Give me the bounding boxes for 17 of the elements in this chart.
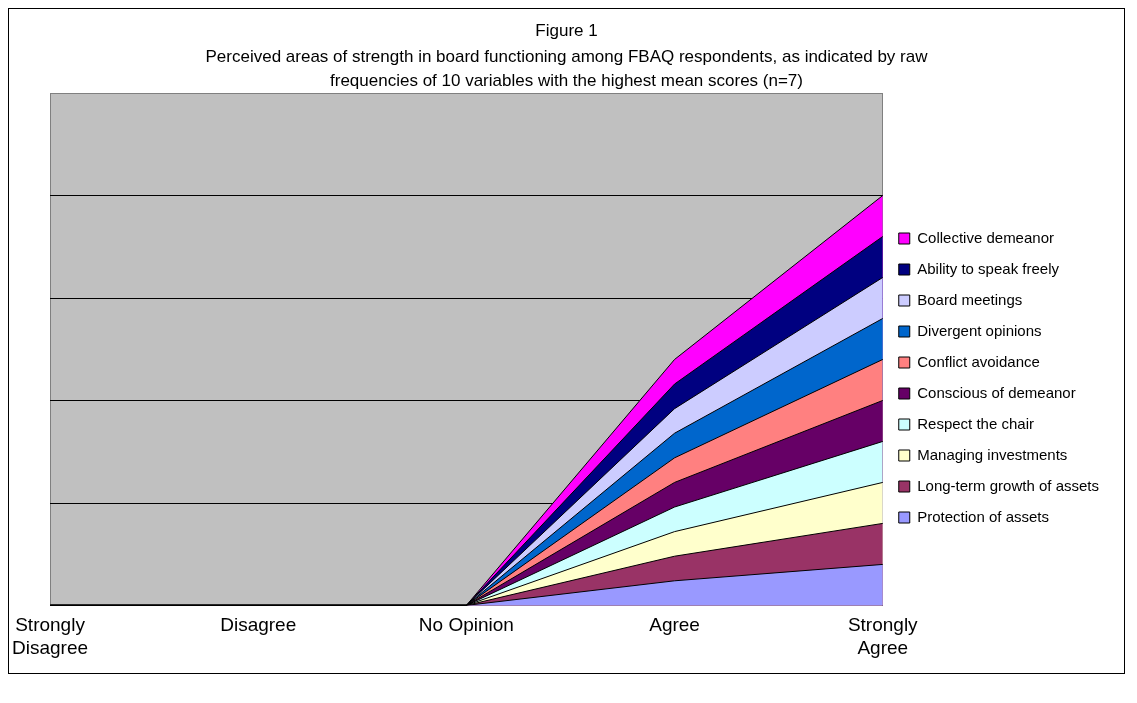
legend-label: Protection of assets xyxy=(917,507,1049,525)
chart-title: Figure 1 xyxy=(534,21,599,41)
legend-label: Conscious of demeanor xyxy=(917,383,1076,401)
legend-label: Board meetings xyxy=(917,290,1023,308)
x-tick-label: No Opinion xyxy=(418,613,514,635)
x-tick-label: Strongly Agree xyxy=(847,613,919,658)
x-tick-label: Disagree xyxy=(220,613,297,635)
legend-label: Respect the chair xyxy=(917,414,1034,432)
x-tick-label: Strongly Disagree xyxy=(12,613,89,658)
legend-label: Managing investments xyxy=(917,445,1068,463)
legend-label: Long-term growth of assets xyxy=(917,476,1100,494)
legend-label: Divergent opinions xyxy=(917,321,1042,339)
legend-label: Ability to speak freely xyxy=(917,259,1060,277)
chart-subtitle: Perceived areas of strength in board functioning among FBAQ respondents, as indicated by raw frequencies of 10 variables with the highest mean scores (n=7) xyxy=(204,46,929,92)
x-tick-label: Agree xyxy=(649,613,700,635)
legend-label: Conflict avoidance xyxy=(917,352,1040,370)
legend-label: Collective demeanor xyxy=(917,228,1054,246)
